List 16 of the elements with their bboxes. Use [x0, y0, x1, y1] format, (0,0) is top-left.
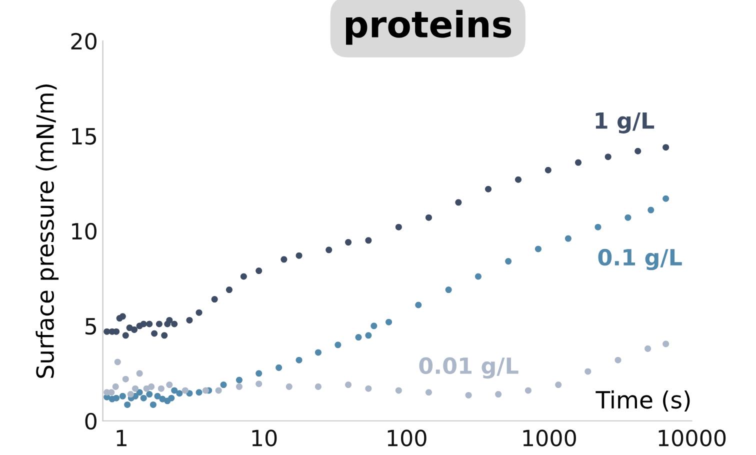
x-tick-label: 10000	[658, 430, 726, 446]
y-tick-label: 10	[72, 222, 96, 240]
chart-title: proteins	[346, 10, 512, 45]
y-tick-label: 20	[71, 32, 96, 50]
x-tick-label: 10	[252, 430, 277, 446]
x-tick-label: 1	[116, 430, 126, 446]
series-label: 0.01 g/L	[419, 357, 518, 379]
x-tick-label: 1000	[523, 430, 576, 446]
y-tick-label: 0	[85, 412, 96, 430]
x-axis-title: Time (s)	[596, 390, 690, 412]
series-label: 1 g/L	[596, 112, 654, 134]
y-tick-label: 5	[86, 318, 96, 335]
x-tick-label: 100	[388, 430, 426, 446]
y-axis-title: Surface pressure (mN/m)	[36, 84, 59, 378]
series-label: 0.1 g/L	[598, 248, 682, 270]
y-tick-label: 15	[72, 128, 96, 145]
